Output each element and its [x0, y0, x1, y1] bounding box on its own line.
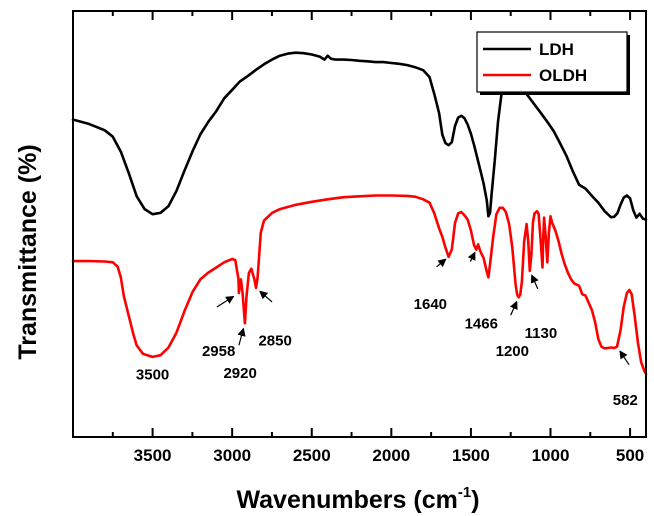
x-tick-label: 500	[616, 446, 644, 465]
annotation-label: 3500	[136, 366, 169, 383]
annotation-arrow	[530, 274, 539, 290]
series-line-oldh	[71, 194, 648, 376]
annotation-arrow	[467, 251, 476, 262]
annotation-arrow	[436, 258, 447, 268]
plot-frame	[72, 10, 647, 438]
x-tick-label: 1000	[532, 446, 570, 465]
axes-layer: 3500 3000 2500 2000 1500 1000 500	[72, 10, 647, 465]
annotation-arrow	[509, 300, 518, 316]
x-tick-label: 3000	[213, 446, 251, 465]
legend: LDH OLDH	[476, 31, 630, 95]
annotation-label: 2920	[223, 365, 256, 382]
annotation-label: 1130	[525, 325, 558, 342]
annotation-label: 2958	[202, 343, 235, 360]
x-axis-title: Wavenumbers (cm-1)	[236, 484, 479, 514]
x-axis-title-superscript: -1	[458, 484, 471, 501]
series-line-ldh	[71, 51, 648, 221]
annotation-arrow	[216, 295, 235, 308]
annotation-label: 1200	[496, 343, 529, 360]
annotation-label: 1640	[414, 296, 447, 313]
series-layer	[71, 51, 648, 376]
legend-label-oldh: OLDH	[539, 66, 587, 85]
annotation-label: 1466	[465, 315, 498, 332]
y-axis-title: Transmittance (%)	[14, 144, 42, 359]
annotation-label: 2850	[258, 332, 291, 349]
x-tick-label: 1500	[452, 446, 490, 465]
x-tick-label: 2000	[372, 446, 410, 465]
annotation-arrow	[259, 290, 273, 303]
x-tick-label: 3500	[134, 446, 172, 465]
x-axis-title-close: )	[471, 486, 479, 514]
x-tick-label: 2500	[293, 446, 331, 465]
annotation-label: 582	[613, 392, 638, 409]
annotation-arrow	[237, 327, 246, 346]
annotation-arrow	[619, 350, 630, 366]
legend-box	[476, 31, 628, 93]
legend-label-ldh: LDH	[539, 40, 574, 59]
x-axis-title-main: Wavenumbers (cm	[236, 486, 457, 514]
